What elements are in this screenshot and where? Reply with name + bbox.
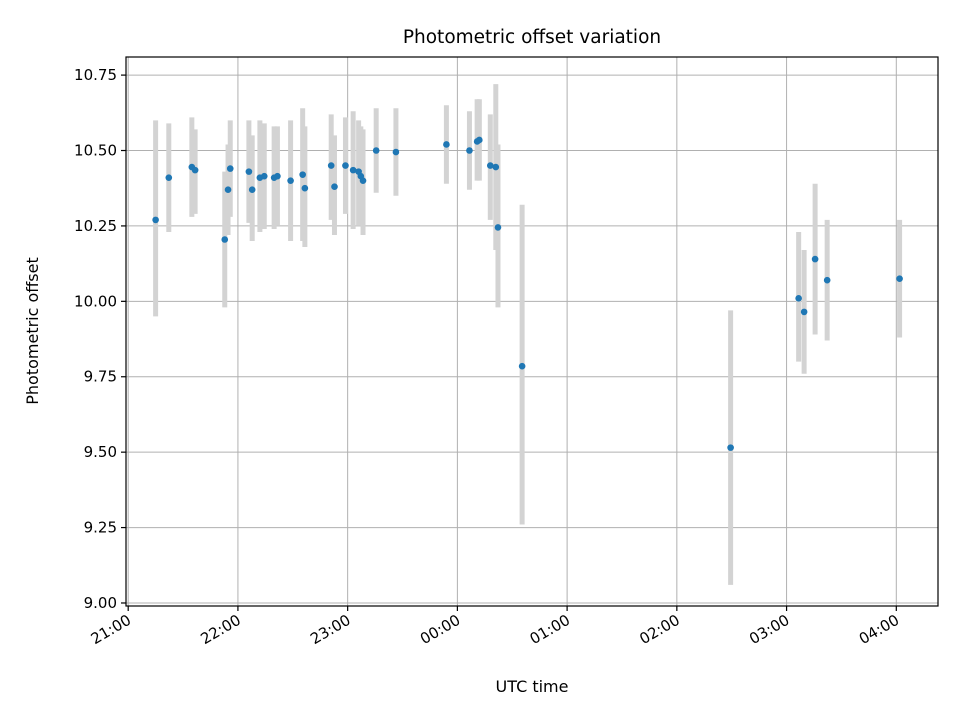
data-point bbox=[248, 186, 256, 194]
x-tick-label: 00:00 bbox=[417, 611, 463, 648]
chart-title: Photometric offset variation bbox=[403, 27, 661, 48]
data-point bbox=[487, 162, 494, 169]
data-point bbox=[392, 148, 400, 156]
error-bars bbox=[153, 84, 903, 585]
data-point bbox=[191, 166, 199, 174]
data-point bbox=[443, 141, 450, 148]
data-point bbox=[727, 444, 734, 451]
data-point bbox=[224, 186, 232, 194]
x-tick-label: 22:00 bbox=[197, 611, 243, 648]
data-point bbox=[492, 163, 500, 171]
data-point bbox=[331, 183, 338, 191]
x-tick-label: 01:00 bbox=[527, 611, 573, 648]
y-tick-label: 10.50 bbox=[74, 142, 117, 160]
data-point bbox=[896, 275, 903, 283]
data-point bbox=[359, 177, 367, 184]
x-tick-label: 03:00 bbox=[746, 611, 792, 648]
x-axis-label: UTC time bbox=[496, 677, 569, 696]
data-point bbox=[299, 171, 306, 178]
plot-frame bbox=[125, 56, 939, 607]
data-point bbox=[260, 172, 268, 180]
data-point bbox=[518, 362, 526, 370]
data-point bbox=[226, 165, 234, 172]
data-point bbox=[274, 172, 281, 180]
data-point bbox=[245, 168, 253, 175]
x-tick-label: 04:00 bbox=[856, 611, 902, 648]
data-point bbox=[811, 255, 819, 263]
data-point bbox=[165, 174, 173, 181]
data-point bbox=[466, 147, 473, 154]
y-tick-label: 9.25 bbox=[84, 519, 117, 537]
y-tick-label: 9.00 bbox=[84, 594, 117, 612]
y-axis-label: Photometric offset bbox=[23, 257, 42, 405]
data-point bbox=[301, 184, 309, 192]
x-tick-label: 21:00 bbox=[88, 611, 134, 648]
y-axis-ticks: 9.00 9.25 9.50 9.75 10.00 10.25 10.50 10.75 bbox=[74, 66, 126, 612]
y-tick-label: 10.75 bbox=[74, 66, 117, 84]
x-tick-label: 23:00 bbox=[307, 611, 353, 648]
data-point bbox=[349, 166, 357, 174]
y-tick-label: 9.50 bbox=[84, 443, 117, 461]
data-point bbox=[795, 295, 802, 302]
data-point bbox=[476, 136, 483, 144]
data-points bbox=[152, 136, 903, 451]
data-point bbox=[800, 308, 808, 316]
data-point bbox=[372, 147, 380, 154]
data-point bbox=[342, 162, 349, 169]
y-tick-label: 9.75 bbox=[84, 368, 117, 386]
data-point bbox=[823, 276, 831, 284]
x-axis-ticks: 21:00 22:00 23:00 00:00 01:00 02:00 03:00 04:00 bbox=[88, 606, 902, 648]
x-tick-label: 02:00 bbox=[636, 611, 682, 648]
data-point bbox=[327, 162, 335, 169]
data-point bbox=[221, 236, 229, 243]
data-point bbox=[152, 216, 159, 224]
y-tick-label: 10.00 bbox=[74, 292, 117, 310]
data-point bbox=[494, 224, 502, 231]
y-tick-label: 10.25 bbox=[74, 217, 117, 235]
data-point bbox=[287, 177, 294, 184]
